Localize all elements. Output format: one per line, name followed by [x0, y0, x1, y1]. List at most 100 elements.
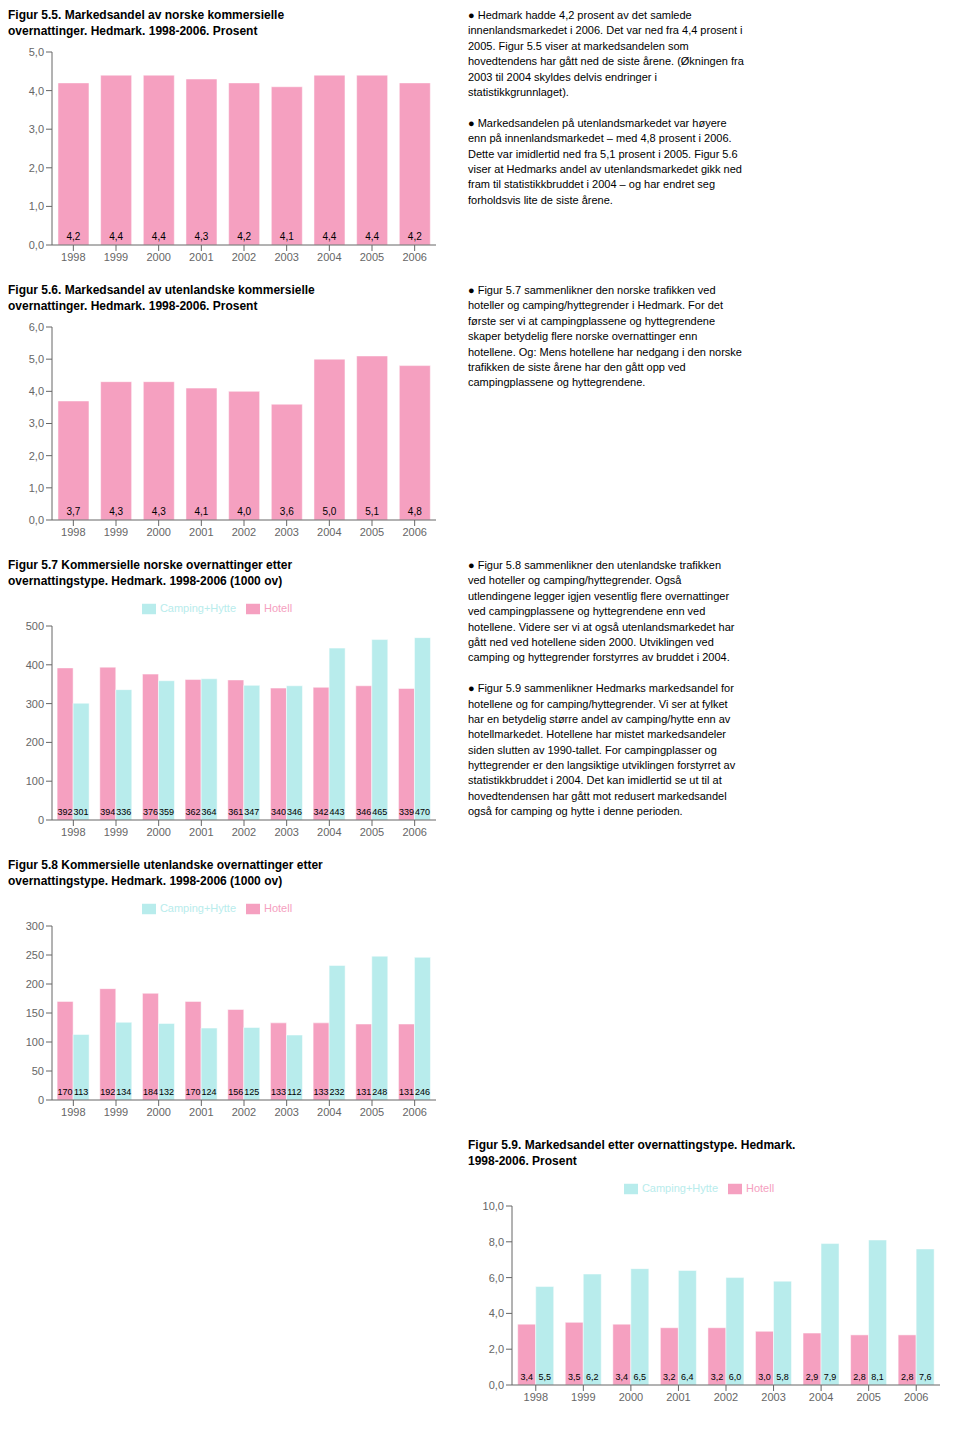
svg-text:0,0: 0,0: [29, 239, 44, 251]
svg-text:4,2: 4,2: [408, 231, 422, 242]
svg-text:5,0: 5,0: [323, 506, 337, 517]
svg-text:2,0: 2,0: [29, 162, 44, 174]
svg-text:3,2: 3,2: [663, 1372, 676, 1382]
svg-text:1998: 1998: [61, 526, 85, 538]
svg-text:170: 170: [186, 1087, 201, 1097]
svg-text:4,4: 4,4: [365, 231, 379, 242]
svg-text:8,1: 8,1: [871, 1372, 884, 1382]
svg-text:250: 250: [26, 949, 44, 961]
svg-text:5,1: 5,1: [365, 506, 379, 517]
svg-text:347: 347: [244, 807, 259, 817]
svg-text:4,4: 4,4: [323, 231, 337, 242]
svg-text:2003: 2003: [761, 1391, 785, 1403]
svg-text:4,1: 4,1: [195, 506, 209, 517]
svg-text:50: 50: [32, 1065, 44, 1077]
svg-text:125: 125: [244, 1087, 259, 1097]
svg-text:134: 134: [116, 1087, 131, 1097]
svg-text:3,4: 3,4: [520, 1372, 533, 1382]
svg-text:1998: 1998: [61, 1106, 85, 1118]
svg-text:6,5: 6,5: [634, 1372, 647, 1382]
svg-text:200: 200: [26, 736, 44, 748]
svg-text:6,0: 6,0: [489, 1272, 504, 1284]
svg-text:200: 200: [26, 978, 44, 990]
svg-text:2003: 2003: [274, 251, 298, 263]
svg-text:1999: 1999: [104, 826, 128, 838]
svg-text:394: 394: [100, 807, 115, 817]
svg-text:346: 346: [287, 807, 302, 817]
svg-text:2006: 2006: [402, 826, 426, 838]
svg-text:2002: 2002: [232, 1106, 256, 1118]
svg-text:3,0: 3,0: [29, 417, 44, 429]
svg-text:131: 131: [356, 1087, 371, 1097]
svg-text:2004: 2004: [317, 1106, 341, 1118]
svg-text:2001: 2001: [666, 1391, 690, 1403]
svg-text:465: 465: [372, 807, 387, 817]
svg-text:364: 364: [202, 807, 217, 817]
svg-text:5,0: 5,0: [29, 46, 44, 58]
svg-text:2,8: 2,8: [901, 1372, 914, 1382]
svg-text:2000: 2000: [146, 1106, 170, 1118]
svg-text:2003: 2003: [274, 526, 298, 538]
svg-text:192: 192: [100, 1087, 115, 1097]
svg-text:0,0: 0,0: [29, 514, 44, 526]
svg-text:184: 184: [143, 1087, 158, 1097]
svg-text:2004: 2004: [317, 251, 341, 263]
svg-text:0: 0: [38, 814, 44, 826]
svg-text:2002: 2002: [232, 826, 256, 838]
svg-text:133: 133: [314, 1087, 329, 1097]
svg-text:2,9: 2,9: [806, 1372, 819, 1382]
svg-text:2006: 2006: [402, 526, 426, 538]
svg-text:112: 112: [287, 1087, 301, 1097]
svg-text:301: 301: [74, 807, 89, 817]
svg-text:4,0: 4,0: [29, 385, 44, 397]
svg-text:339: 339: [399, 807, 414, 817]
svg-text:4,0: 4,0: [29, 85, 44, 97]
svg-text:4,8: 4,8: [408, 506, 422, 517]
svg-text:6,0: 6,0: [29, 321, 44, 333]
svg-text:5,5: 5,5: [538, 1372, 551, 1382]
svg-text:7,9: 7,9: [824, 1372, 837, 1382]
svg-text:133: 133: [271, 1087, 286, 1097]
svg-text:2003: 2003: [274, 1106, 298, 1118]
svg-text:443: 443: [330, 807, 345, 817]
svg-text:2005: 2005: [360, 826, 384, 838]
svg-text:1,0: 1,0: [29, 482, 44, 494]
svg-text:2006: 2006: [402, 1106, 426, 1118]
svg-text:2,0: 2,0: [29, 450, 44, 462]
svg-text:4,3: 4,3: [152, 506, 166, 517]
svg-text:1999: 1999: [571, 1391, 595, 1403]
svg-text:5,8: 5,8: [776, 1372, 789, 1382]
svg-text:3,0: 3,0: [29, 123, 44, 135]
svg-text:3,4: 3,4: [616, 1372, 629, 1382]
svg-text:100: 100: [26, 775, 44, 787]
svg-text:346: 346: [356, 807, 371, 817]
svg-text:2001: 2001: [189, 826, 213, 838]
svg-text:2002: 2002: [232, 251, 256, 263]
svg-text:300: 300: [26, 698, 44, 710]
svg-text:1998: 1998: [61, 826, 85, 838]
svg-text:2001: 2001: [189, 251, 213, 263]
svg-text:1999: 1999: [104, 251, 128, 263]
svg-text:1999: 1999: [104, 526, 128, 538]
svg-text:2000: 2000: [619, 1391, 643, 1403]
svg-text:361: 361: [228, 807, 243, 817]
svg-text:113: 113: [74, 1087, 88, 1097]
svg-text:8,0: 8,0: [489, 1236, 504, 1248]
svg-text:376: 376: [143, 807, 158, 817]
svg-text:2000: 2000: [146, 826, 170, 838]
svg-text:7,6: 7,6: [919, 1372, 932, 1382]
svg-text:4,0: 4,0: [237, 506, 251, 517]
svg-text:4,3: 4,3: [195, 231, 209, 242]
svg-text:500: 500: [26, 620, 44, 632]
svg-text:359: 359: [159, 807, 174, 817]
svg-text:170: 170: [58, 1087, 73, 1097]
svg-text:470: 470: [415, 807, 430, 817]
svg-text:2000: 2000: [146, 251, 170, 263]
svg-text:340: 340: [271, 807, 286, 817]
svg-text:1999: 1999: [104, 1106, 128, 1118]
svg-text:342: 342: [314, 807, 329, 817]
svg-text:2006: 2006: [904, 1391, 928, 1403]
svg-text:0: 0: [38, 1094, 44, 1106]
svg-text:1998: 1998: [61, 251, 85, 263]
svg-text:4,4: 4,4: [109, 231, 123, 242]
